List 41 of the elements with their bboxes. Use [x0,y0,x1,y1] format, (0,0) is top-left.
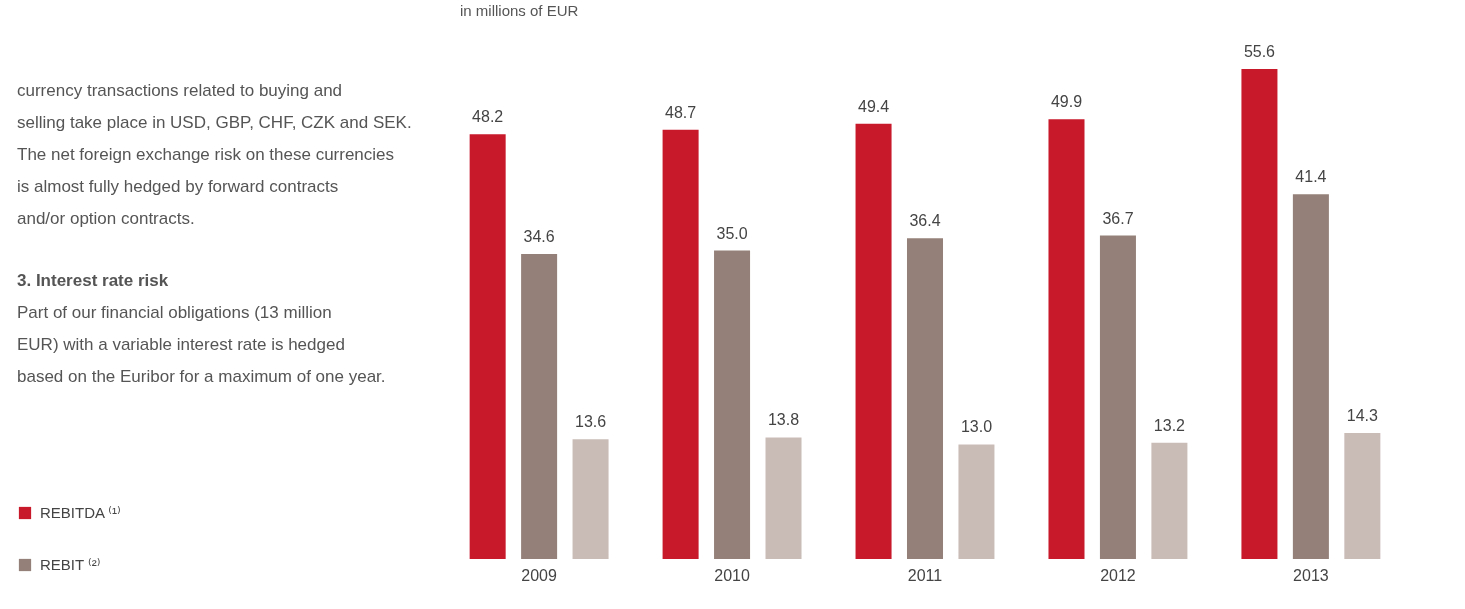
bar [1151,442,1188,559]
data-label: 34.6 [523,228,555,246]
data-label: 55.6 [1243,43,1276,60]
data-label: 13.6 [574,413,607,431]
data-label: 49.4 [857,97,890,115]
data-label: 13.2 [1153,416,1186,434]
text: 3. Interest rate risk [17,271,169,290]
data-label: 36.7 [1102,209,1134,227]
data-label: 36.4 [909,212,941,230]
bar [1292,194,1329,559]
bar [1241,69,1278,559]
data-label: 14.3 [1346,406,1379,424]
bar [714,250,751,559]
chart-subtitle: in millions of EUR [460,2,579,19]
bar [469,134,506,559]
data-label: 13.0 [960,418,993,436]
bar [662,129,699,559]
data-label: 48.2 [472,108,504,126]
data-label: 13.8 [767,411,800,429]
x-tick-label: 2010 [714,566,750,584]
bar [765,437,802,559]
bar [1344,432,1381,559]
bar [521,254,558,559]
legend-label: REBITDA ⁽¹⁾ [40,504,121,521]
bar [572,439,609,559]
bar [958,444,995,559]
x-tick-label: 2009 [521,566,558,584]
data-label: 35.0 [716,224,748,242]
data-label: 48.7 [665,103,697,121]
bar [855,123,892,559]
text: currency transactions related to buying and selling take place in USD, GBP, CHF, CZK and SEK. The net foreign exchange risk on these currencies is almost fully hedged by forward contracts and/or option contracts. [17,81,412,228]
bar [1099,235,1136,559]
bar [1048,119,1085,559]
x-tick-label: 2011 [907,566,943,584]
data-label: 49.9 [1050,93,1083,111]
x-tick-label: 2012 [1100,566,1136,584]
data-label: 41.4 [1295,168,1327,186]
text: Part of our financial obligations (13 million EUR) with a variable interest rate is hedged based on the Euribor for a maximum of one year. [17,303,386,386]
legend-label: REBIT ⁽²⁾ [40,556,101,573]
x-tick-label: 2013 [1293,566,1329,584]
bar [906,238,944,559]
